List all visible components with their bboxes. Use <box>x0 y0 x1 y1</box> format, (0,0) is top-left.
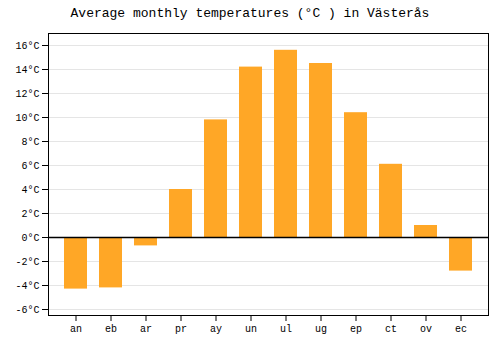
svg-text:0°C: 0°C <box>21 233 39 244</box>
svg-text:ay: ay <box>210 324 222 335</box>
svg-text:an: an <box>70 324 82 335</box>
html-text:Average monthly temperatures (: Average monthly temperatures (°C ) in Vä… <box>70 6 430 21</box>
svg-text:2°C: 2°C <box>21 209 39 220</box>
svg-text:ec: ec <box>455 324 467 335</box>
svg-text:pr: pr <box>175 324 187 335</box>
svg-text:8°C: 8°C <box>21 137 39 148</box>
svg-text:4°C: 4°C <box>21 185 39 196</box>
svg-text:ep: ep <box>350 324 362 335</box>
svg-text:ar: ar <box>140 324 152 335</box>
svg-text:-6°C: -6°C <box>15 305 39 316</box>
svg-text:6°C: 6°C <box>21 161 39 172</box>
svg-text:-4°C: -4°C <box>15 281 39 292</box>
svg-text:ug: ug <box>315 324 327 335</box>
svg-text:14°C: 14°C <box>15 65 39 76</box>
svg-text:eb: eb <box>105 324 117 335</box>
svg-text:un: un <box>245 324 257 335</box>
svg-text:10°C: 10°C <box>15 113 39 124</box>
svg-text:ul: ul <box>280 324 292 335</box>
svg-text:-2°C: -2°C <box>15 257 39 268</box>
svg-text:16°C: 16°C <box>15 41 39 52</box>
svg-text:ct: ct <box>385 324 397 335</box>
svg-text:ov: ov <box>420 324 432 335</box>
svg-text:12°C: 12°C <box>15 89 39 100</box>
